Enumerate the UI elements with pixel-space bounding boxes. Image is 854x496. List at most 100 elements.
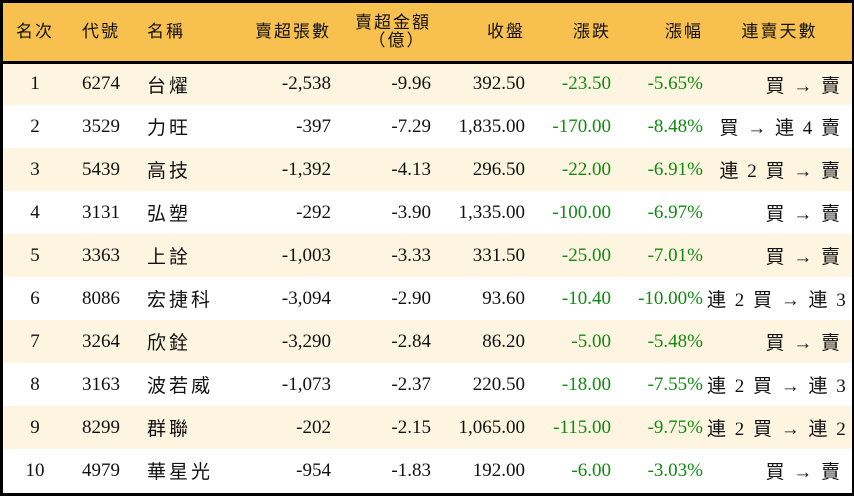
cell-change-pct: -5.48%	[647, 330, 703, 352]
cell-change-pct: -9.75%	[647, 416, 703, 438]
cell-change-pct: -7.55%	[647, 373, 703, 395]
cell-streak: 買 → 賣	[765, 75, 842, 97]
header-sell-shares: 賣超張數	[255, 21, 331, 41]
cell-sell-amount: -9.96	[391, 73, 431, 95]
net-sell-ranking-table: 名次 代號 名稱 賣超張數 賣超金額 （億） 收盤 漲跌 漲幅 連賣天數 1 6…	[3, 3, 854, 492]
cell-rank: 2	[30, 115, 40, 137]
header-sell-amount: 賣超金額 （億）	[335, 3, 437, 62]
cell-change-pct: -5.65%	[647, 73, 703, 95]
cell-name: 高技	[147, 161, 192, 182]
header-sell-amount-unit: （億）	[368, 30, 426, 50]
cell-change: -23.50	[561, 73, 611, 95]
header-streak: 連賣天數	[741, 21, 818, 41]
header-sell-amount-label: 賣超金額	[355, 12, 431, 32]
cell-code: 5439	[82, 158, 120, 180]
cell-name: 群聯	[147, 419, 192, 440]
cell-change: -170.00	[552, 115, 611, 137]
cell-streak: 連 2 買 → 連 2 賣	[707, 419, 854, 440]
table-row: 2 3529 力旺 -397 -7.29 1,835.00 -170.00 -8…	[3, 105, 852, 148]
table-row: 3 5439 高技 -1,392 -4.13 296.50 -22.00 -6.…	[3, 148, 852, 191]
table-row: 5 3363 上詮 -1,003 -3.33 331.50 -25.00 -7.…	[3, 234, 852, 277]
cell-streak: 買 → 賣	[765, 247, 842, 268]
cell-name: 上詮	[147, 247, 192, 268]
header-close: 收盤	[487, 21, 525, 41]
cell-close: 93.60	[482, 287, 525, 309]
cell-sell-shares: -3,094	[281, 287, 331, 309]
cell-streak: 連 2 買 → 連 3 賣	[707, 376, 854, 397]
cell-change: -18.00	[561, 373, 611, 395]
cell-code: 3363	[82, 244, 120, 266]
header-name: 名稱	[147, 21, 185, 41]
cell-change: -6.00	[571, 459, 611, 481]
cell-code: 8299	[82, 416, 120, 438]
cell-change-pct: -6.91%	[647, 158, 703, 180]
cell-change-pct: -6.97%	[647, 201, 703, 223]
cell-sell-amount: -2.15	[391, 416, 431, 438]
cell-rank: 7	[30, 330, 40, 352]
cell-close: 331.50	[472, 244, 525, 266]
table-row: 9 8299 群聯 -202 -2.15 1,065.00 -115.00 -9…	[3, 406, 854, 449]
cell-rank: 10	[25, 459, 45, 481]
cell-close: 1,065.00	[458, 416, 526, 438]
cell-sell-shares: -2,538	[281, 73, 331, 95]
cell-name: 宏捷科	[147, 290, 214, 311]
cell-change: -22.00	[561, 158, 611, 180]
cell-code: 3163	[82, 373, 120, 395]
cell-sell-shares: -1,073	[281, 373, 331, 395]
cell-code: 6274	[82, 73, 120, 95]
cell-sell-shares: -292	[296, 201, 331, 223]
cell-streak: 買 → 連 4 賣	[719, 118, 842, 139]
cell-sell-amount: -7.29	[391, 115, 431, 137]
cell-close: 392.50	[472, 73, 525, 95]
table-header-row: 名次 代號 名稱 賣超張數 賣超金額 （億） 收盤 漲跌 漲幅 連賣天數	[3, 3, 852, 62]
table-row: 1 6274 台燿 -2,538 -9.96 392.50 -23.50 -5.…	[3, 62, 852, 105]
cell-sell-shares: -202	[296, 416, 331, 438]
cell-name: 波若威	[147, 376, 214, 397]
cell-rank: 4	[30, 201, 40, 223]
cell-change: -5.00	[571, 330, 611, 352]
cell-change-pct: -8.48%	[647, 115, 703, 137]
cell-close: 192.00	[472, 459, 525, 481]
cell-close: 1,835.00	[458, 115, 526, 137]
cell-change-pct: -3.03%	[647, 459, 703, 481]
header-change: 漲跌	[573, 21, 611, 41]
cell-change: -25.00	[561, 244, 611, 266]
table-row: 10 4979 華星光 -954 -1.83 192.00 -6.00 -3.0…	[3, 449, 852, 492]
table-row: 6 8086 宏捷科 -3,094 -2.90 93.60 -10.40 -10…	[3, 277, 854, 320]
cell-streak: 買 → 賣	[765, 462, 842, 483]
cell-change: -115.00	[553, 416, 611, 438]
header-change-pct: 漲幅	[665, 21, 703, 41]
cell-streak: 連 2 買 → 賣	[719, 161, 842, 182]
cell-name: 台燿	[147, 75, 192, 97]
table-row: 4 3131 弘塑 -292 -3.90 1,335.00 -100.00 -6…	[3, 191, 852, 234]
cell-rank: 8	[30, 373, 40, 395]
table-row: 7 3264 欣銓 -3,290 -2.84 86.20 -5.00 -5.48…	[3, 320, 852, 363]
cell-name: 華星光	[147, 462, 214, 483]
cell-close: 296.50	[472, 158, 525, 180]
table-row: 8 3163 波若威 -1,073 -2.37 220.50 -18.00 -7…	[3, 363, 854, 406]
cell-name: 力旺	[147, 118, 192, 139]
cell-sell-amount: -4.13	[391, 158, 431, 180]
cell-rank: 1	[30, 73, 40, 95]
cell-sell-shares: -954	[296, 459, 331, 481]
cell-rank: 3	[30, 158, 40, 180]
cell-code: 3131	[82, 201, 120, 223]
cell-close: 220.50	[472, 373, 525, 395]
cell-close: 86.20	[482, 330, 525, 352]
cell-name: 弘塑	[147, 204, 192, 225]
cell-change-pct: -7.01%	[647, 244, 703, 266]
cell-streak: 連 2 買 → 連 3 賣	[707, 290, 854, 311]
cell-sell-amount: -1.83	[391, 459, 431, 481]
cell-rank: 6	[30, 287, 40, 309]
cell-code: 4979	[82, 459, 120, 481]
cell-sell-shares: -1,003	[281, 244, 331, 266]
cell-sell-shares: -397	[296, 115, 331, 137]
cell-sell-shares: -1,392	[281, 158, 331, 180]
cell-name: 欣銓	[147, 333, 192, 354]
cell-sell-shares: -3,290	[281, 330, 331, 352]
cell-change: -10.40	[561, 287, 611, 309]
cell-close: 1,335.00	[458, 201, 526, 223]
cell-change: -100.00	[552, 201, 611, 223]
cell-change-pct: -10.00%	[638, 287, 703, 309]
